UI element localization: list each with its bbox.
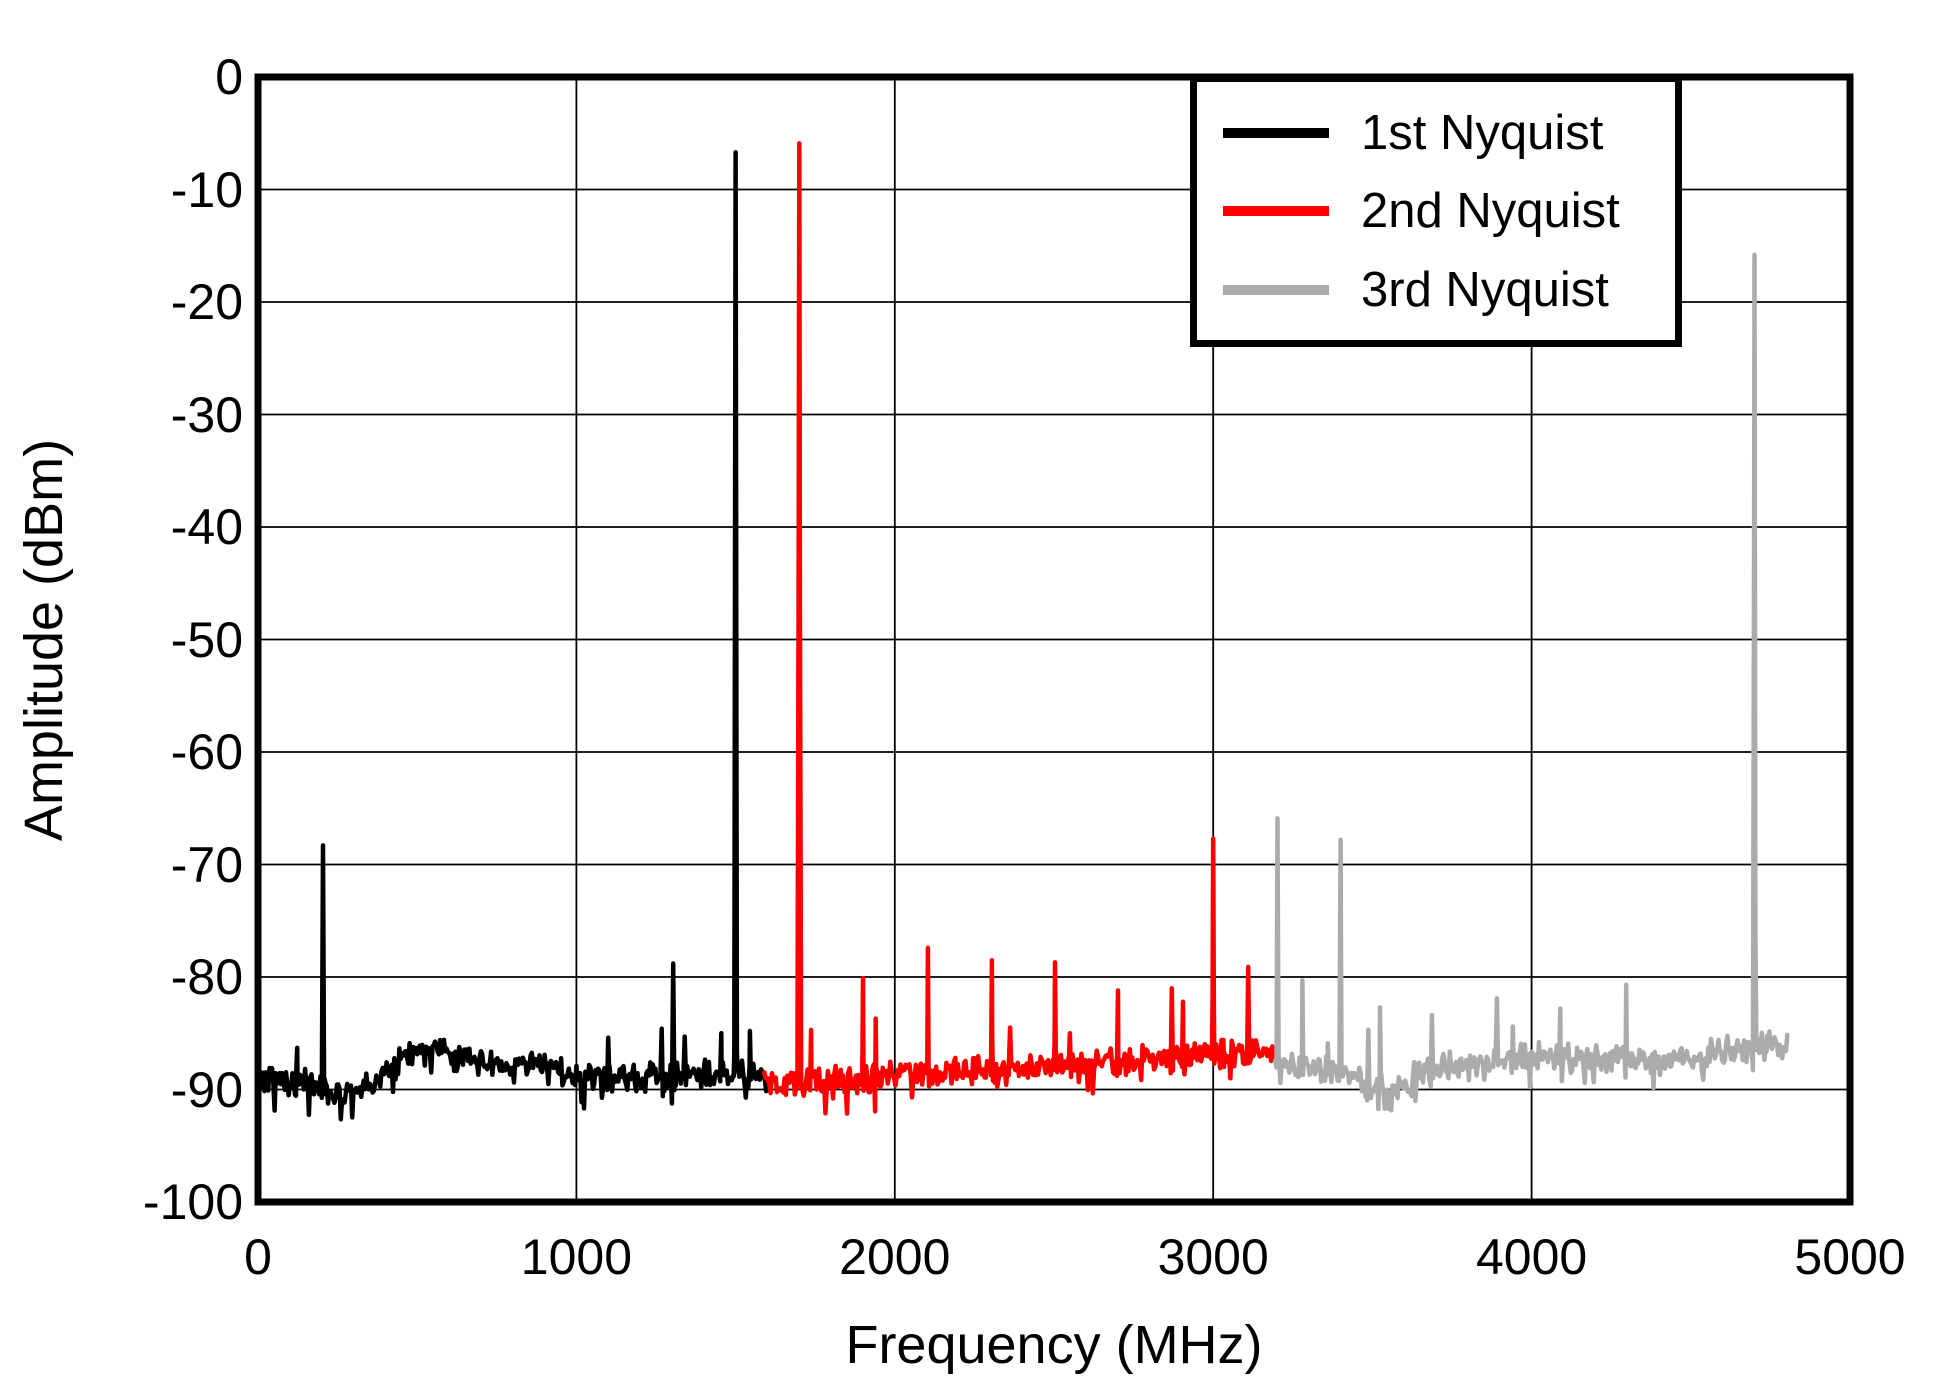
y-tick-label: -20 — [170, 274, 243, 330]
y-axis-title: Amplitude (dBm) — [14, 438, 74, 842]
legend-item: 1st Nyquist — [1223, 105, 1675, 161]
series-2nd-nyquist — [762, 141, 1280, 1116]
legend-swatch-1st-nyquist — [1223, 127, 1329, 138]
legend-item: 3rd Nyquist — [1223, 262, 1675, 318]
x-tick-label: 1000 — [520, 1229, 633, 1285]
y-tick-label: -90 — [170, 1061, 243, 1118]
x-tick-label: 5000 — [1794, 1229, 1906, 1285]
y-tick-label: -10 — [170, 161, 243, 218]
legend-label-3rd-nyquist: 3rd Nyquist — [1361, 262, 1609, 317]
x-axis-title: Frequency (MHz) — [845, 1315, 1263, 1375]
legend-label-2nd-nyquist: 2nd Nyquist — [1361, 184, 1620, 238]
series-1st-nyquist — [255, 150, 770, 1122]
legend-swatch-2nd-nyquist — [1223, 206, 1329, 216]
legend-swatch-3rd-nyquist — [1223, 284, 1329, 295]
x-tick-label: 4000 — [1475, 1229, 1588, 1285]
legend-label-1st-nyquist: 1st Nyquist — [1361, 105, 1604, 160]
plot-border — [254, 73, 1854, 1206]
legend-item: 2nd Nyquist — [1223, 183, 1675, 239]
y-tick-label: -40 — [170, 499, 243, 555]
y-tick-label: -100 — [142, 1174, 243, 1230]
y-tick-label: -80 — [170, 949, 243, 1005]
y-tick-label: -60 — [170, 724, 243, 780]
y-tick-label: -50 — [170, 611, 243, 668]
series-3rd-nyquist — [1273, 252, 1790, 1113]
x-tick-label: 2000 — [839, 1229, 951, 1285]
y-tick-label: -70 — [170, 836, 243, 893]
legend: 1st Nyquist 2nd Nyquist 3rd Nyquist — [1190, 75, 1682, 347]
x-tick-label: 0 — [244, 1229, 272, 1285]
x-tick-label: 3000 — [1157, 1229, 1269, 1285]
y-tick-label: 0 — [215, 49, 243, 105]
y-tick-label: -30 — [170, 386, 243, 443]
